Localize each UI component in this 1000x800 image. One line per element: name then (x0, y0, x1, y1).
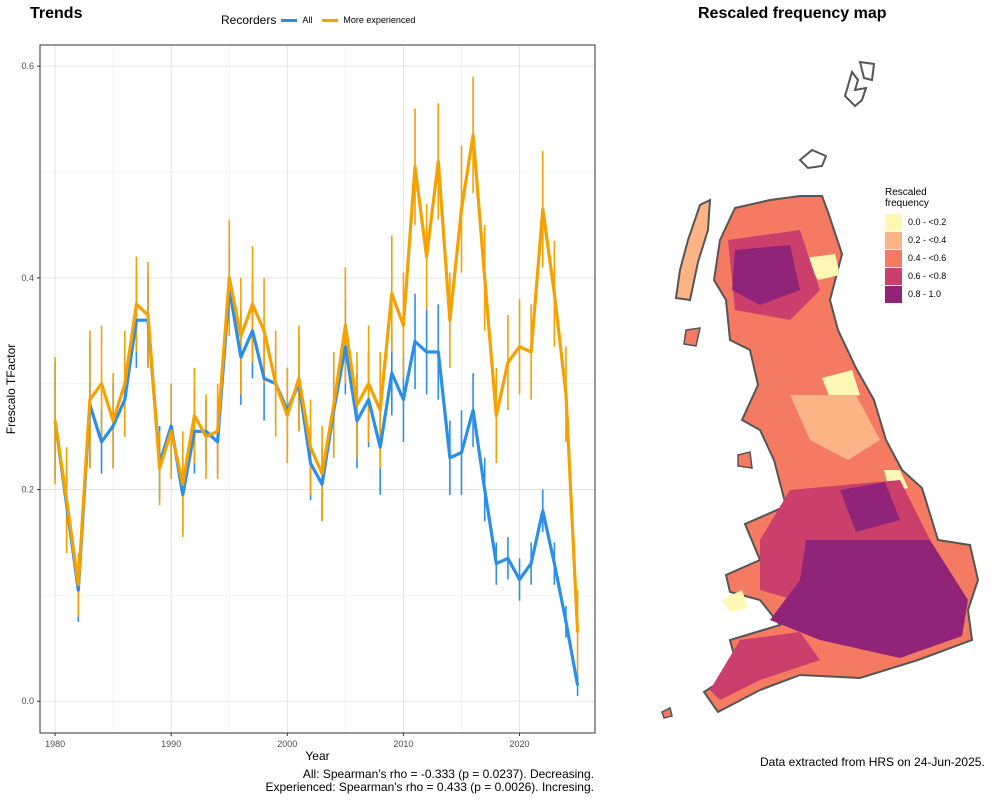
map-legend-item: 0.0 - <0.2 (885, 214, 946, 231)
map-legend-swatch (885, 232, 902, 249)
legend-swatch-all (281, 18, 298, 22)
map-zone-0-8-england-north (840, 482, 900, 532)
legend-swatch-experienced (322, 18, 339, 22)
map-legend-item: 0.8 - 1.0 (885, 286, 946, 303)
x-axis-title: Year (305, 749, 329, 763)
legend-label-experienced: More experienced (343, 15, 416, 25)
series-line-experienced (53, 133, 580, 633)
map-legend-label: 0.2 - <0.4 (908, 235, 947, 245)
footnote-experienced: Experienced: Spearman's rho = 0.433 (p =… (265, 780, 595, 794)
map-zone-0-2-north (805, 254, 840, 280)
footnote-all: All: Spearman's rho = -0.333 (p = 0.0237… (302, 767, 594, 781)
map-outer-hebrides (674, 198, 712, 302)
map-zone-0-8-highlands (732, 245, 800, 305)
x-tick-label: 2010 (393, 739, 413, 749)
map-legend-label: 0.8 - 1.0 (908, 289, 942, 299)
map-legend-title-2: frequency (885, 198, 929, 209)
map-legend-label: 0.4 - <0.6 (908, 253, 947, 263)
trends-legend: Recorders All More experienced (221, 13, 415, 27)
map-legend-item: 0.6 - <0.8 (885, 268, 946, 285)
map-legend-items: 0.0 - <0.2 0.2 - <0.4 0.4 - <0.6 0.6 - <0.8… (885, 214, 946, 303)
y-tick-label: 0.6 (21, 61, 34, 71)
map-islands (661, 327, 753, 719)
y-tick-label: 0.0 (21, 696, 34, 706)
map-legend-title-1: Rescaled (885, 187, 927, 198)
map-zone-0-2-south (722, 590, 748, 612)
map-legend-item: 0.4 - <0.6 (885, 250, 946, 267)
trend-footnote: All: Spearman's rho = -0.333 (p = 0.0237… (266, 768, 595, 794)
map-zone-0-2-band (790, 395, 880, 460)
map-legend: Rescaled frequency 0.0 - <0.2 0.2 - <0.4 0… (885, 187, 946, 304)
trends-title: Trends (30, 5, 83, 22)
y-tick-label: 0.4 (21, 273, 34, 283)
trend-chart: 0.0 0.2 0.4 0.6 1980 1990 2000 2010 2020 Year Fres… (4, 44, 596, 763)
y-tick-label: 0.2 (21, 485, 34, 495)
map-data-note: Data extracted from HRS on 24-Jun-2025. (760, 755, 985, 769)
map-legend-swatch (885, 268, 902, 285)
legend-label-all: All (302, 15, 313, 25)
x-tick-label: 1990 (161, 739, 181, 749)
map-legend-swatch (885, 250, 902, 267)
map-zone-0-6-southwest (710, 632, 820, 700)
x-tick-label: 1980 (45, 739, 65, 749)
map-zone-0-8-england-south (770, 540, 968, 658)
map-title: Rescaled frequency map (698, 5, 887, 22)
map-orkney (798, 148, 828, 170)
x-tick-label: 2000 (277, 739, 297, 749)
map-legend-swatch (885, 214, 902, 231)
x-tick-label: 2020 (510, 739, 530, 749)
map-legend-label: 0.6 - <0.8 (908, 271, 947, 281)
legend-title: Recorders (221, 13, 277, 27)
plot-border (39, 44, 596, 734)
map-legend-swatch (885, 286, 902, 303)
map-zone-0-2-central (822, 370, 860, 398)
frequency-map (661, 60, 980, 719)
map-legend-label: 0.0 - <0.2 (908, 217, 947, 227)
map-legend-item: 0.2 - <0.4 (885, 232, 946, 249)
y-axis-title: Frescalo TFactor (4, 344, 18, 434)
map-shetland (843, 60, 876, 108)
series-line-all (53, 286, 580, 686)
